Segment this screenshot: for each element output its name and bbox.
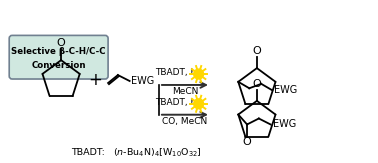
Text: O: O xyxy=(253,46,261,56)
Text: MeCN: MeCN xyxy=(172,87,198,96)
Text: $(n$-Bu$_4$N$)_4$[W$_{10}$O$_{32}$]: $(n$-Bu$_4$N$)_4$[W$_{10}$O$_{32}$] xyxy=(113,146,202,159)
Text: O: O xyxy=(57,38,65,48)
Text: TBADT:: TBADT: xyxy=(71,148,105,157)
Text: +: + xyxy=(88,71,102,89)
Text: Conversion: Conversion xyxy=(31,61,86,70)
Text: TBADT, hν: TBADT, hν xyxy=(155,98,201,107)
Text: TBADT, hν: TBADT, hν xyxy=(155,68,201,77)
Text: O: O xyxy=(243,137,251,147)
Text: CO, MeCN: CO, MeCN xyxy=(162,117,208,126)
Circle shape xyxy=(194,99,203,109)
FancyBboxPatch shape xyxy=(9,35,108,79)
Text: Selective β-C-H/C-C: Selective β-C-H/C-C xyxy=(11,47,106,56)
Text: EWG: EWG xyxy=(274,85,297,95)
Text: EWG: EWG xyxy=(131,76,154,86)
Text: O: O xyxy=(253,79,261,89)
Circle shape xyxy=(194,69,203,79)
Text: EWG: EWG xyxy=(273,119,296,129)
